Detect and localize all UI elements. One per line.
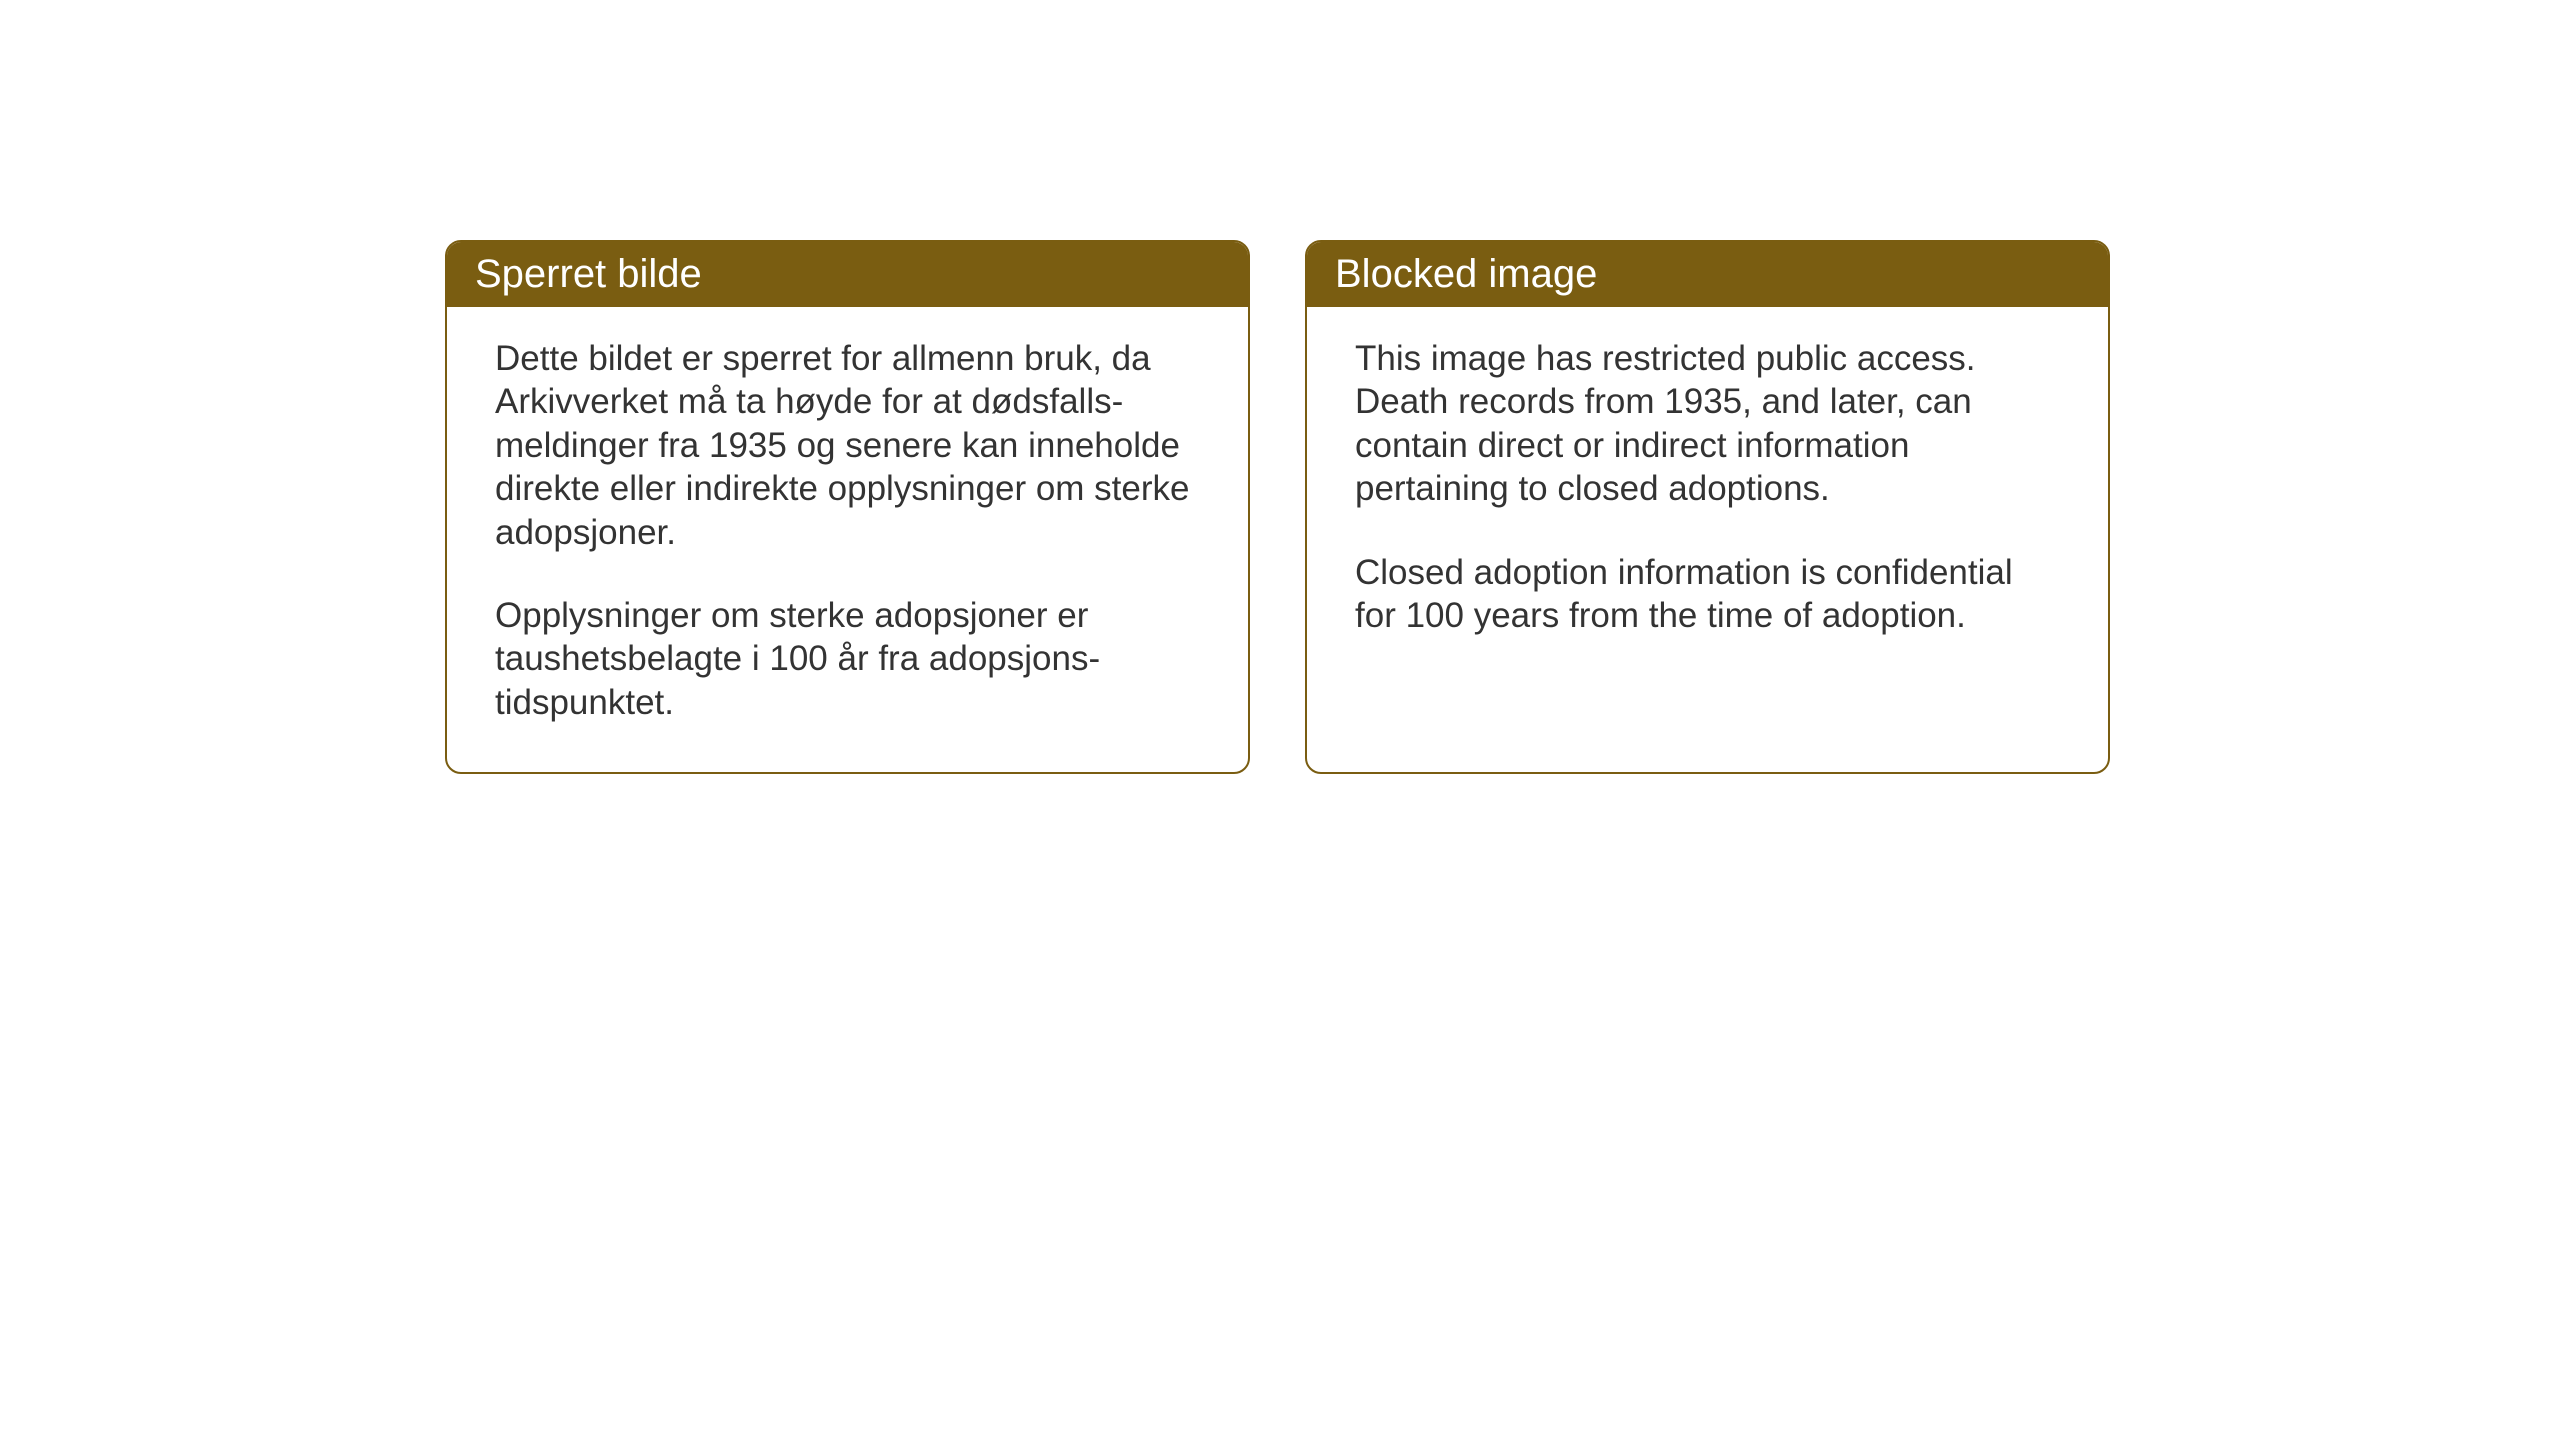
- notice-card-norwegian: Sperret bilde Dette bildet er sperret fo…: [445, 240, 1250, 774]
- card-title-english: Blocked image: [1335, 252, 1597, 296]
- notice-container: Sperret bilde Dette bildet er sperret fo…: [445, 240, 2110, 774]
- card-header-english: Blocked image: [1307, 242, 2108, 307]
- notice-card-english: Blocked image This image has restricted …: [1305, 240, 2110, 774]
- card-body-norwegian: Dette bildet er sperret for allmenn bruk…: [447, 307, 1248, 772]
- card-header-norwegian: Sperret bilde: [447, 242, 1248, 307]
- card-paragraph-2-english: Closed adoption information is confident…: [1355, 551, 2060, 638]
- card-paragraph-1-english: This image has restricted public access.…: [1355, 337, 2060, 511]
- card-title-norwegian: Sperret bilde: [475, 252, 702, 296]
- card-body-english: This image has restricted public access.…: [1307, 307, 2108, 685]
- card-paragraph-2-norwegian: Opplysninger om sterke adopsjoner er tau…: [495, 594, 1200, 724]
- card-paragraph-1-norwegian: Dette bildet er sperret for allmenn bruk…: [495, 337, 1200, 554]
